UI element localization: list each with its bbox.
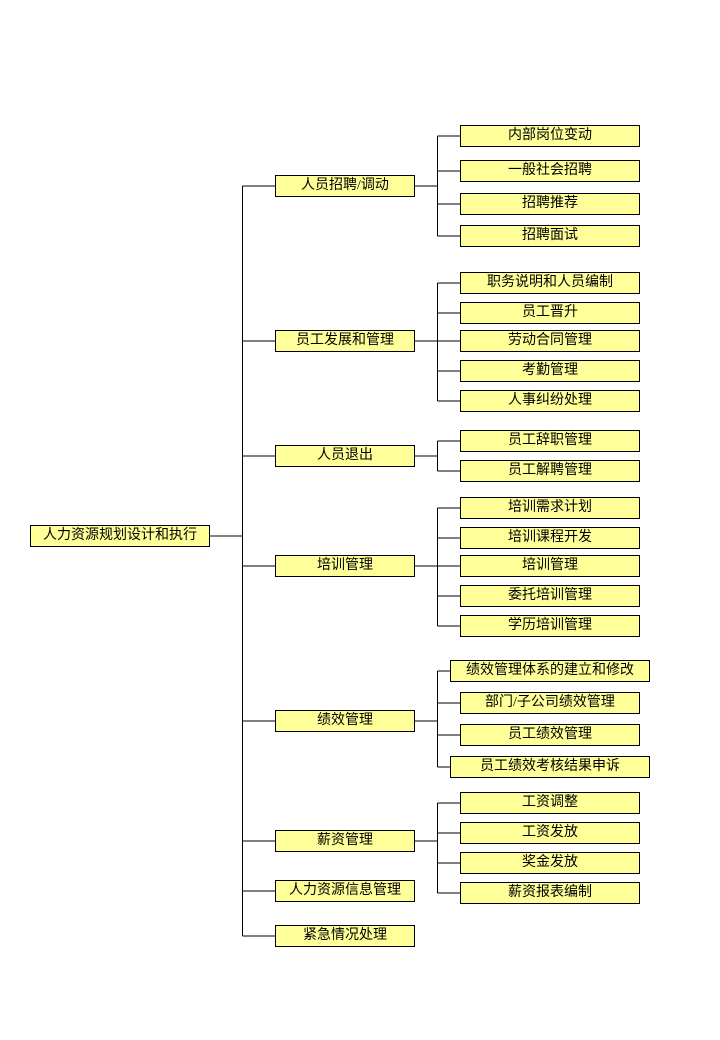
leaf-m5-2: 员工绩效管理 [460, 724, 640, 746]
leaf-m4-1-label: 培训课程开发 [508, 530, 592, 545]
leaf-m2-3-label: 考勤管理 [522, 363, 578, 378]
leaf-m1-1: 一般社会招聘 [460, 160, 640, 182]
mid-node-m7-label: 人力资源信息管理 [289, 883, 401, 898]
leaf-m2-4: 人事纠纷处理 [460, 390, 640, 412]
leaf-m5-0: 绩效管理体系的建立和修改 [450, 660, 650, 682]
leaf-m4-0-label: 培训需求计划 [508, 500, 592, 515]
mid-node-m7: 人力资源信息管理 [275, 880, 415, 902]
leaf-m6-2: 奖金发放 [460, 852, 640, 874]
leaf-m3-0: 员工辞职管理 [460, 430, 640, 452]
leaf-m5-1: 部门/子公司绩效管理 [460, 692, 640, 714]
leaf-m6-1-label: 工资发放 [522, 825, 578, 840]
leaf-m5-3-label: 员工绩效考核结果申诉 [480, 759, 620, 774]
mid-node-m5: 绩效管理 [275, 710, 415, 732]
mid-node-m8: 紧急情况处理 [275, 925, 415, 947]
leaf-m1-3-label: 招聘面试 [522, 228, 578, 243]
leaf-m4-2: 培训管理 [460, 555, 640, 577]
leaf-m2-0-label: 职务说明和人员编制 [487, 275, 613, 290]
root-node: 人力资源规划设计和执行 [30, 525, 210, 547]
root-node-label: 人力资源规划设计和执行 [43, 528, 197, 543]
diagram-canvas: 人力资源规划设计和执行 人员招聘/调动员工发展和管理人员退出培训管理绩效管理薪资管… [0, 0, 720, 1040]
leaf-m3-1: 员工解聘管理 [460, 460, 640, 482]
mid-node-m4-label: 培训管理 [317, 558, 373, 573]
mid-node-m8-label: 紧急情况处理 [303, 928, 387, 943]
leaf-m1-0-label: 内部岗位变动 [508, 128, 592, 143]
leaf-m2-1-label: 员工晋升 [522, 305, 578, 320]
leaf-m4-3-label: 委托培训管理 [508, 588, 592, 603]
mid-node-m1: 人员招聘/调动 [275, 175, 415, 197]
leaf-m1-2: 招聘推荐 [460, 193, 640, 215]
leaf-m4-4-label: 学历培训管理 [508, 618, 592, 633]
leaf-m4-0: 培训需求计划 [460, 497, 640, 519]
leaf-m6-0-label: 工资调整 [522, 795, 578, 810]
leaf-m5-2-label: 员工绩效管理 [508, 727, 592, 742]
leaf-m2-2: 劳动合同管理 [460, 330, 640, 352]
leaf-m2-3: 考勤管理 [460, 360, 640, 382]
leaf-m6-3: 薪资报表编制 [460, 882, 640, 904]
leaf-m6-3-label: 薪资报表编制 [508, 885, 592, 900]
leaf-m2-1: 员工晋升 [460, 302, 640, 324]
leaf-m3-1-label: 员工解聘管理 [508, 463, 592, 478]
leaf-m1-2-label: 招聘推荐 [522, 196, 578, 211]
leaf-m2-4-label: 人事纠纷处理 [508, 393, 592, 408]
leaf-m2-0: 职务说明和人员编制 [460, 272, 640, 294]
mid-node-m6-label: 薪资管理 [317, 833, 373, 848]
leaf-m4-3: 委托培训管理 [460, 585, 640, 607]
mid-node-m2: 员工发展和管理 [275, 330, 415, 352]
leaf-m6-1: 工资发放 [460, 822, 640, 844]
leaf-m1-0: 内部岗位变动 [460, 125, 640, 147]
leaf-m4-1: 培训课程开发 [460, 527, 640, 549]
leaf-m1-3: 招聘面试 [460, 225, 640, 247]
mid-node-m3-label: 人员退出 [317, 448, 373, 463]
leaf-m4-2-label: 培训管理 [522, 558, 578, 573]
leaf-m6-0: 工资调整 [460, 792, 640, 814]
mid-node-m1-label: 人员招聘/调动 [301, 178, 389, 193]
leaf-m3-0-label: 员工辞职管理 [508, 433, 592, 448]
leaf-m5-3: 员工绩效考核结果申诉 [450, 756, 650, 778]
leaf-m4-4: 学历培训管理 [460, 615, 640, 637]
leaf-m6-2-label: 奖金发放 [522, 855, 578, 870]
mid-node-m6: 薪资管理 [275, 830, 415, 852]
mid-node-m2-label: 员工发展和管理 [296, 333, 394, 348]
leaf-m2-2-label: 劳动合同管理 [508, 333, 592, 348]
mid-node-m4: 培训管理 [275, 555, 415, 577]
leaf-m1-1-label: 一般社会招聘 [508, 163, 592, 178]
mid-node-m3: 人员退出 [275, 445, 415, 467]
leaf-m5-1-label: 部门/子公司绩效管理 [485, 695, 615, 710]
leaf-m5-0-label: 绩效管理体系的建立和修改 [466, 663, 634, 678]
mid-node-m5-label: 绩效管理 [317, 713, 373, 728]
